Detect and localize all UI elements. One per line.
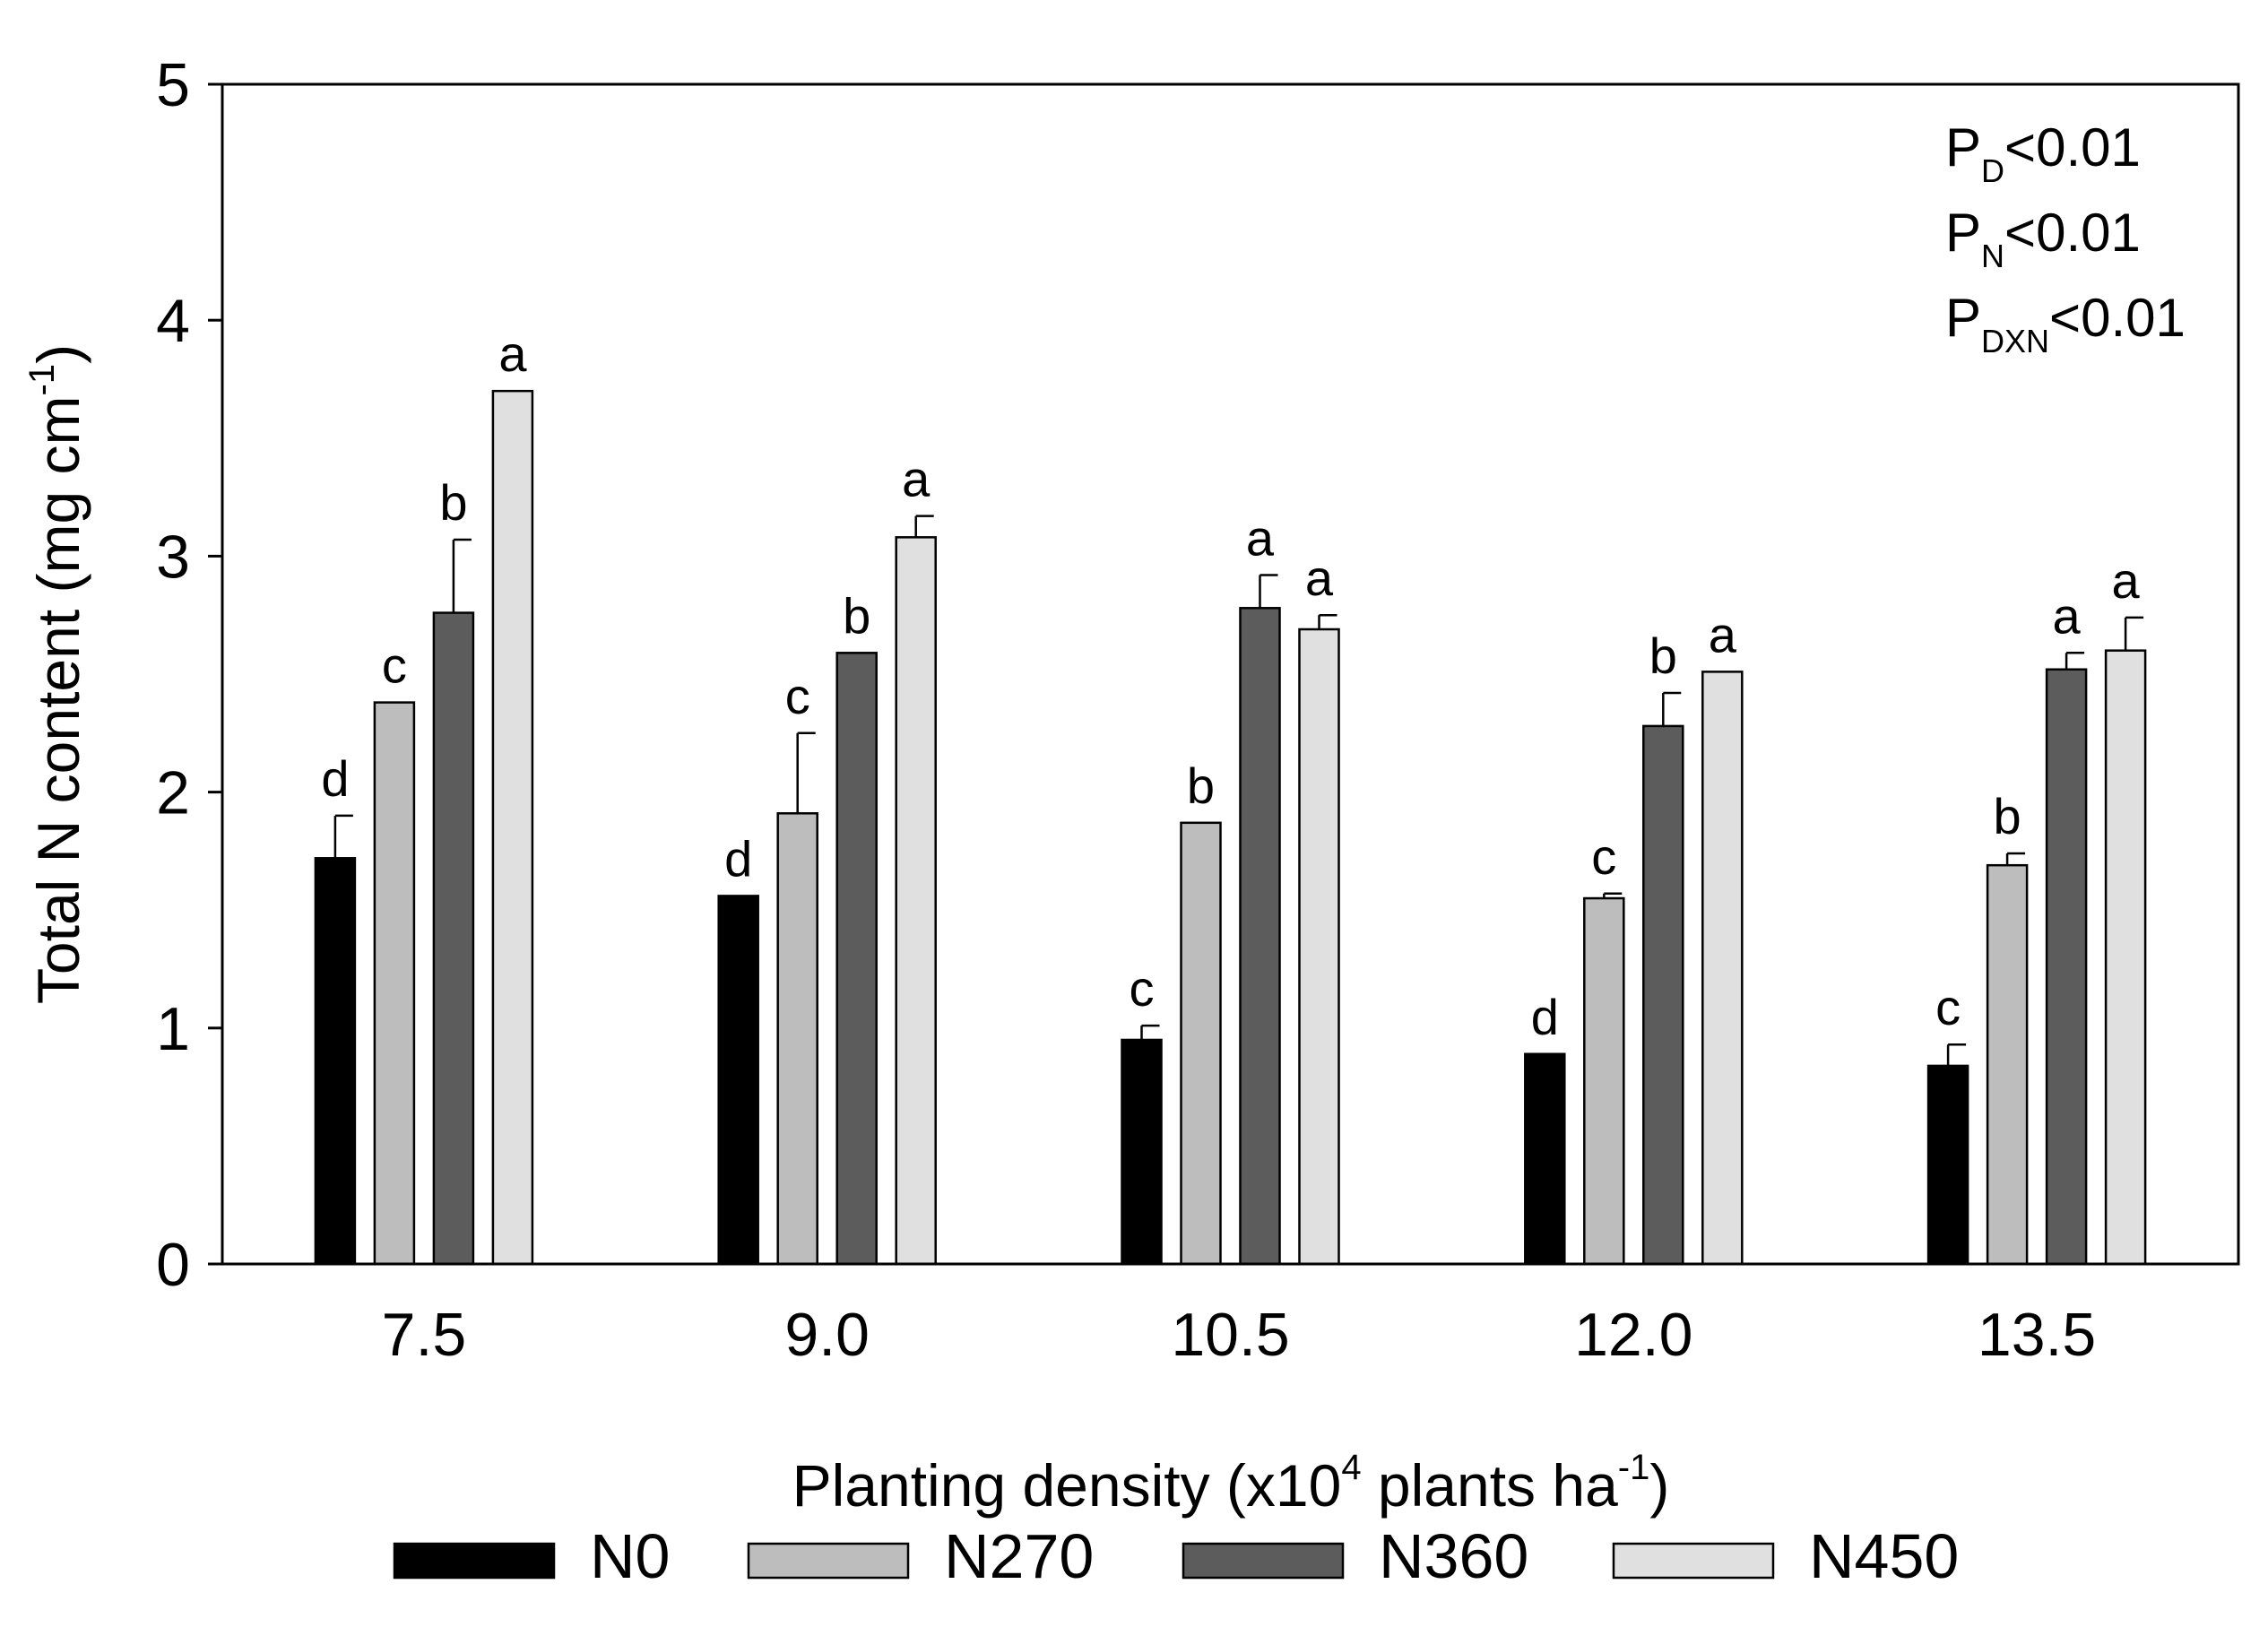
significance-letter: a (902, 451, 931, 507)
legend-swatch-N270 (747, 1542, 910, 1580)
y-tick-label: 1 (156, 995, 190, 1063)
significance-letter: d (1531, 989, 1559, 1045)
bar-N270-10.5 (1180, 821, 1222, 1266)
legend: N0 N270 N360 N450 (393, 1521, 1959, 1591)
bar-N360-9.0 (835, 652, 878, 1266)
significance-letter: b (843, 587, 870, 644)
plot-frame (221, 82, 2240, 1266)
bar-N0-13.5 (1926, 1064, 1969, 1266)
bar-N360-7.5 (432, 611, 475, 1266)
significance-letter: a (1305, 550, 1334, 606)
significance-letter: a (1246, 509, 1275, 566)
bar-N360-10.5 (1239, 607, 1281, 1266)
bar-N270-13.5 (1986, 863, 2029, 1266)
bar-N450-7.5 (491, 389, 534, 1266)
legend-label-N450: N450 (1809, 1521, 1959, 1591)
significance-letter: a (2112, 552, 2141, 609)
significance-letter: d (724, 830, 752, 887)
legend-swatch-N0 (393, 1542, 556, 1580)
significance-letter: a (1709, 606, 1737, 662)
legend-swatch-N450 (1612, 1542, 1775, 1580)
bar-N0-10.5 (1121, 1038, 1163, 1266)
x-tick-label: 12.0 (1574, 1301, 1692, 1369)
bar-N0-12.0 (1524, 1052, 1566, 1266)
bar-N360-12.0 (1642, 724, 1684, 1266)
significance-letter: b (1994, 788, 2021, 844)
significance-letter: b (439, 474, 467, 531)
x-axis-label: Planting density (x104 plants ha-1) (792, 1448, 1670, 1519)
y-tick-label: 4 (156, 287, 190, 355)
significance-letter: a (498, 325, 527, 382)
y-axis-label-sup: -1 (22, 364, 62, 396)
bar-N450-10.5 (1298, 628, 1340, 1266)
significance-letter: d (321, 750, 349, 807)
y-axis-label: Total N content (mg cm-1) (22, 344, 91, 1004)
significance-letter: c (382, 637, 407, 694)
bar-N270-9.0 (776, 812, 818, 1266)
x-tick-label: 7.5 (382, 1301, 467, 1369)
significance-letter: b (1649, 628, 1677, 684)
bar-N0-9.0 (717, 895, 759, 1266)
significance-letter: c (785, 668, 810, 724)
bar-N360-13.5 (2045, 668, 2088, 1266)
significance-letter: c (1935, 979, 1961, 1035)
bar-N0-7.5 (314, 857, 357, 1266)
bar-N270-12.0 (1583, 896, 1625, 1266)
significance-letter: c (1591, 828, 1616, 885)
x-tick-label: 10.5 (1171, 1301, 1289, 1369)
significance-letter: b (1187, 757, 1215, 814)
bar-N450-9.0 (895, 536, 937, 1266)
legend-label-N0: N0 (590, 1521, 670, 1591)
bar-N450-13.5 (2104, 649, 2147, 1266)
bar-N270-7.5 (373, 701, 416, 1266)
legend-swatch-N360 (1182, 1542, 1345, 1580)
legend-label-N270: N270 (944, 1521, 1094, 1591)
significance-letter: a (2053, 587, 2082, 644)
p-value-annotation: PDXN<0.01 (1945, 288, 2186, 359)
significance-letter: c (1130, 960, 1155, 1017)
legend-label-N360: N360 (1379, 1521, 1528, 1591)
y-tick-label: 3 (156, 523, 190, 591)
p-value-annotation: PN<0.01 (1945, 203, 2141, 274)
x-tick-label: 9.0 (784, 1301, 870, 1369)
x-tick-label: 13.5 (1978, 1301, 2096, 1369)
p-value-annotation: PD<0.01 (1945, 117, 2141, 189)
y-tick-label: 2 (156, 759, 190, 827)
bar-N450-12.0 (1701, 671, 1744, 1266)
y-tick-label: 0 (156, 1231, 190, 1299)
y-tick-label: 5 (156, 51, 190, 119)
x-axis-label-sup: 4 (1341, 1448, 1361, 1487)
